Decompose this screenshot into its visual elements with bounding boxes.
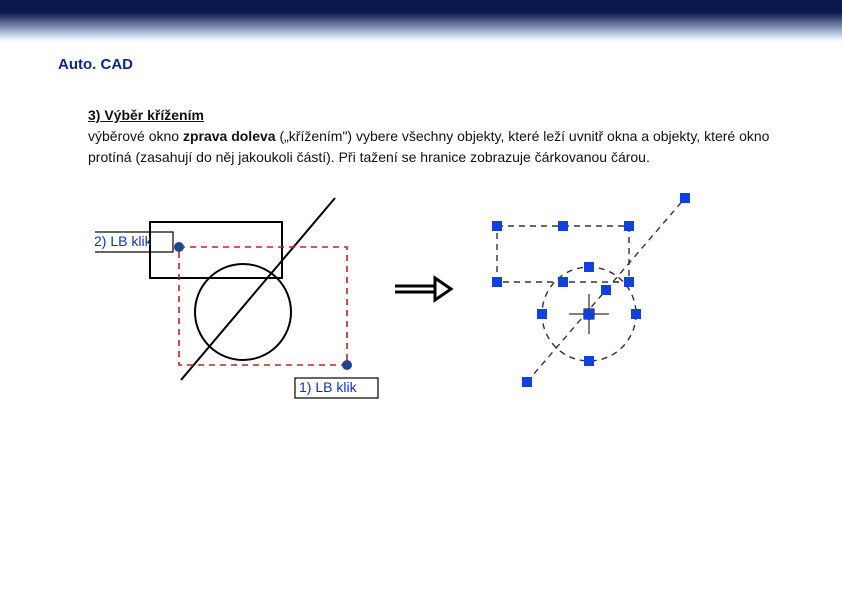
page-title: Auto. CAD	[58, 56, 842, 73]
svg-text:2) LB klik: 2) LB klik	[95, 233, 153, 249]
bold-phrase: zprava doleva	[183, 128, 276, 144]
section-heading: 3) Výběr křížením	[88, 105, 782, 126]
content-block: 3) Výběr křížením výběrové okno zprava d…	[0, 73, 842, 492]
para-prefix: výběrové okno	[88, 128, 183, 144]
svg-text:1) LB klik: 1) LB klik	[299, 379, 358, 395]
diagram-container: 2) LB klik 1) LB klik	[95, 192, 775, 492]
header-gradient	[0, 0, 842, 42]
diagram-svg: 2) LB klik 1) LB klik	[95, 192, 775, 492]
title-bar: Auto. CAD	[0, 42, 842, 73]
section-paragraph: výběrové okno zprava doleva („křížením")…	[88, 126, 782, 168]
